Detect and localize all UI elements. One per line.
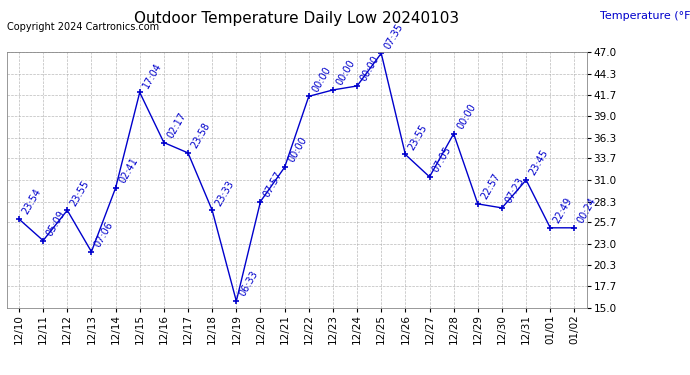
Text: 23:58: 23:58 — [190, 121, 212, 150]
Text: 00:00: 00:00 — [310, 64, 333, 93]
Text: Copyright 2024 Cartronics.com: Copyright 2024 Cartronics.com — [7, 22, 159, 32]
Text: 22:57: 22:57 — [480, 172, 502, 201]
Text: 05:09: 05:09 — [45, 209, 67, 238]
Text: 00:00: 00:00 — [335, 58, 357, 87]
Text: 07:35: 07:35 — [383, 21, 405, 51]
Text: 02:41: 02:41 — [117, 156, 139, 185]
Text: 00:00: 00:00 — [286, 135, 308, 165]
Text: 22:49: 22:49 — [552, 196, 574, 225]
Text: 07:57: 07:57 — [262, 170, 284, 199]
Text: 00:00: 00:00 — [455, 102, 477, 131]
Text: 23:33: 23:33 — [214, 178, 236, 207]
Text: 07:05: 07:05 — [431, 145, 453, 174]
Text: 00:00: 00:00 — [359, 54, 381, 83]
Text: 06:33: 06:33 — [238, 269, 260, 298]
Text: 07:23: 07:23 — [504, 176, 526, 205]
Text: 23:54: 23:54 — [21, 187, 43, 216]
Text: 07:06: 07:06 — [93, 220, 115, 249]
Text: 23:55: 23:55 — [407, 122, 429, 152]
Text: Outdoor Temperature Daily Low 20240103: Outdoor Temperature Daily Low 20240103 — [134, 11, 460, 26]
Text: Temperature (°F): Temperature (°F) — [600, 11, 690, 21]
Text: 02:17: 02:17 — [166, 111, 188, 140]
Text: 17:04: 17:04 — [141, 60, 164, 90]
Text: 23:45: 23:45 — [528, 148, 550, 177]
Text: 23:55: 23:55 — [69, 178, 91, 207]
Text: 00:24: 00:24 — [576, 196, 598, 225]
